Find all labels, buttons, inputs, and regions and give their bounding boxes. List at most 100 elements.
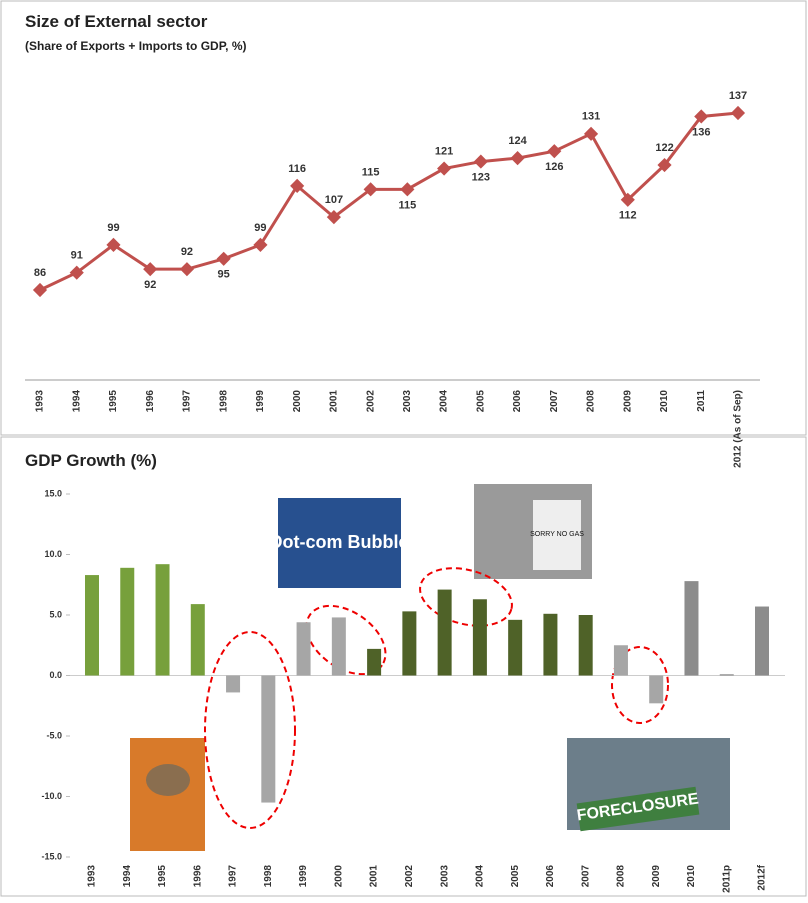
x-tick-label: 1993 [87,865,98,888]
chart-title: Size of External sector [25,12,208,31]
x-tick-label: 2012 (As of Sep) [733,390,744,468]
bar [190,604,205,676]
bar [578,615,593,676]
data-label: 112 [619,210,637,222]
marker [216,251,231,266]
x-tick-label: 2002 [404,865,415,888]
image-caption: SORRY NO GAS [530,531,584,538]
x-tick-label: 1996 [145,390,156,413]
bar [120,567,135,676]
bar [508,619,523,676]
bar [155,564,170,676]
data-label: 116 [288,163,306,175]
x-tick-label: 1996 [192,865,203,888]
image-pot [146,764,190,796]
x-tick-label: 2000 [333,865,344,888]
x-tick-label: 1999 [255,390,266,413]
x-tick-label: 2009 [622,390,633,413]
x-tick-label: 1997 [182,390,193,413]
marker [32,282,48,298]
x-tick-label: 2006 [545,865,556,888]
marker [253,237,268,252]
x-tick-label: 2004 [475,865,486,888]
bar [331,617,346,676]
data-label: 92 [144,279,156,291]
data-label: 92 [181,246,193,258]
x-tick-label: 2008 [586,390,597,413]
data-label: 99 [254,222,266,234]
panel-top [0,0,807,436]
x-tick-label: 1994 [122,865,133,888]
x-tick-label: 1998 [218,390,229,413]
y-tick-label: -5.0 [46,730,62,740]
data-label: 91 [71,250,83,262]
highlight-ellipse [204,631,296,829]
x-tick-label: 2010 [686,865,697,888]
bar [261,675,276,803]
bar [543,613,558,676]
bar [402,611,417,676]
data-label: 136 [692,126,710,138]
bar [472,599,487,676]
marker [730,105,746,121]
x-tick-label: 2000 [292,390,303,413]
x-tick-label: 2012f [757,864,768,890]
bar [296,622,311,676]
y-tick-label: 5.0 [49,609,62,619]
data-label: 115 [398,199,416,211]
y-tick-label: 15.0 [44,488,62,498]
marker [69,265,84,280]
chart-title: GDP Growth (%) [25,451,157,470]
y-tick-label: -15.0 [41,851,62,861]
bar [437,589,452,676]
x-tick-label: 1998 [263,865,274,888]
bar [367,648,382,676]
bar [719,674,734,676]
image-caption: Dot-com Bubble [270,532,409,552]
data-label: 131 [582,111,600,123]
data-label: 122 [655,142,673,154]
x-tick-label: 1995 [108,390,119,413]
x-tick-label: 2005 [510,865,521,888]
x-tick-label: 2007 [580,865,591,888]
bar [85,575,99,676]
x-tick-label: 2003 [402,390,413,413]
sign [576,786,700,832]
x-tick-label: 2007 [549,390,560,413]
data-label: 121 [435,145,453,157]
marker [363,182,378,197]
highlights [204,567,669,829]
x-tick-label: 1993 [35,390,46,413]
x-tick-label: 1999 [298,865,309,888]
marker [326,210,341,225]
data-label: 115 [362,166,380,178]
data-label: 126 [545,161,563,173]
x-tick-label: 2002 [365,390,376,413]
x-tick-label: 2010 [659,390,670,413]
x-tick-label: 2006 [512,390,523,413]
bar [684,581,699,676]
marker [400,182,415,197]
marker [620,192,635,207]
marker [694,109,709,124]
y-tick-label: -10.0 [41,791,62,801]
sign [533,500,581,570]
bar [613,645,628,676]
marker [510,151,525,166]
x-tick-label: 2011 [696,390,707,412]
y-tick-label: 0.0 [49,670,62,680]
bar [226,675,241,693]
marker [179,262,195,277]
x-tick-label: 1997 [228,865,239,888]
x-tick-label: 2001 [329,390,340,413]
x-tick-label: 2004 [439,390,450,413]
bar [649,675,664,704]
marker [657,157,672,173]
data-label: 95 [218,269,230,281]
chart-subtitle: (Share of Exports + Imports to GDP, %) [25,39,246,53]
highlight-ellipse [305,604,387,676]
image-dotcom [278,498,401,588]
data-label: 123 [472,171,490,183]
x-tick-label: 2009 [651,865,662,888]
